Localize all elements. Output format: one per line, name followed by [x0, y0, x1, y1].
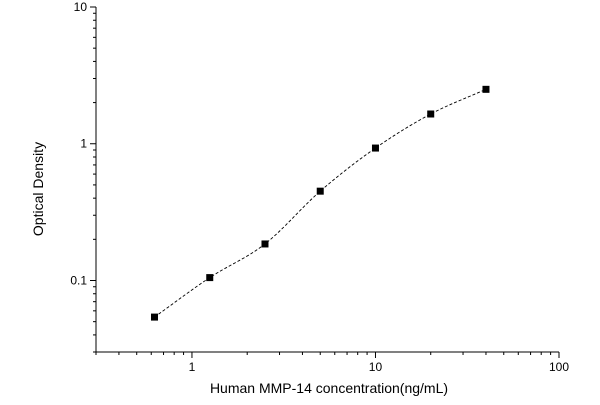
- y-tick-label: 10: [74, 0, 88, 14]
- x-tick-label: 1: [189, 360, 196, 374]
- axes-frame: [95, 7, 559, 353]
- fit-curve: [154, 88, 487, 318]
- data-point: [316, 187, 324, 195]
- data-point: [150, 313, 158, 321]
- data-point: [261, 240, 269, 248]
- tick-layer: 1 10 100 0.1 1 10: [70, 0, 569, 374]
- data-point: [371, 144, 379, 152]
- y-axis-title: Optical Density: [30, 142, 46, 236]
- x-tick-label: 100: [549, 360, 569, 374]
- data-point: [206, 274, 214, 282]
- data-point: [482, 85, 490, 93]
- fit-curve-layer: [154, 88, 487, 318]
- x-axis-title: Human MMP-14 concentration(ng/mL): [210, 380, 448, 396]
- y-tick-label: 1: [80, 137, 87, 151]
- x-tick-label: 10: [369, 360, 383, 374]
- y-tick-label: 0.1: [70, 273, 87, 287]
- data-points-layer: [150, 85, 490, 321]
- data-point: [427, 110, 435, 118]
